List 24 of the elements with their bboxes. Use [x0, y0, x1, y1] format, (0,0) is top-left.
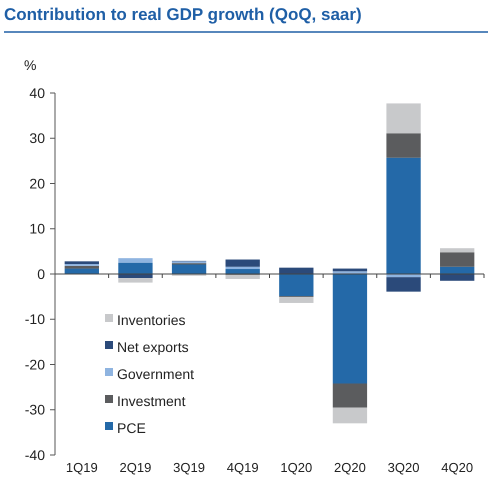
y-tick-label: 40: [29, 84, 46, 101]
y-tick-label: 0: [37, 266, 46, 282]
chart-title: Contribution to real GDP growth (QoQ, saar): [4, 5, 362, 24]
legend-label: Investment: [117, 392, 186, 409]
y-tick-label: 20: [29, 175, 46, 192]
legend-label: Net exports: [117, 338, 189, 355]
y-tick-label: -30: [24, 402, 46, 418]
y-tick-label: 30: [29, 130, 46, 146]
x-tick-label: 3Q20: [388, 460, 420, 475]
legend-label: Government: [117, 366, 194, 382]
x-tick-label: 2Q19: [120, 460, 152, 475]
y-tick-label: 10: [29, 220, 46, 237]
legend-label: PCE: [117, 420, 146, 436]
y-axis-title: %: [24, 57, 36, 73]
x-tick-label: 4Q19: [226, 460, 259, 475]
x-tick-label: 2Q20: [334, 460, 366, 475]
y-tick-label: -10: [24, 311, 46, 328]
y-tick-label: -20: [24, 356, 46, 372]
x-tick-label: 3Q19: [173, 460, 205, 475]
x-tick-label: 1Q19: [66, 460, 98, 475]
x-tick-label: 1Q20: [280, 460, 312, 475]
legend-label: Inventories: [117, 312, 186, 328]
x-tick-label: 4Q20: [441, 460, 474, 475]
y-tick-label: -40: [24, 446, 46, 463]
